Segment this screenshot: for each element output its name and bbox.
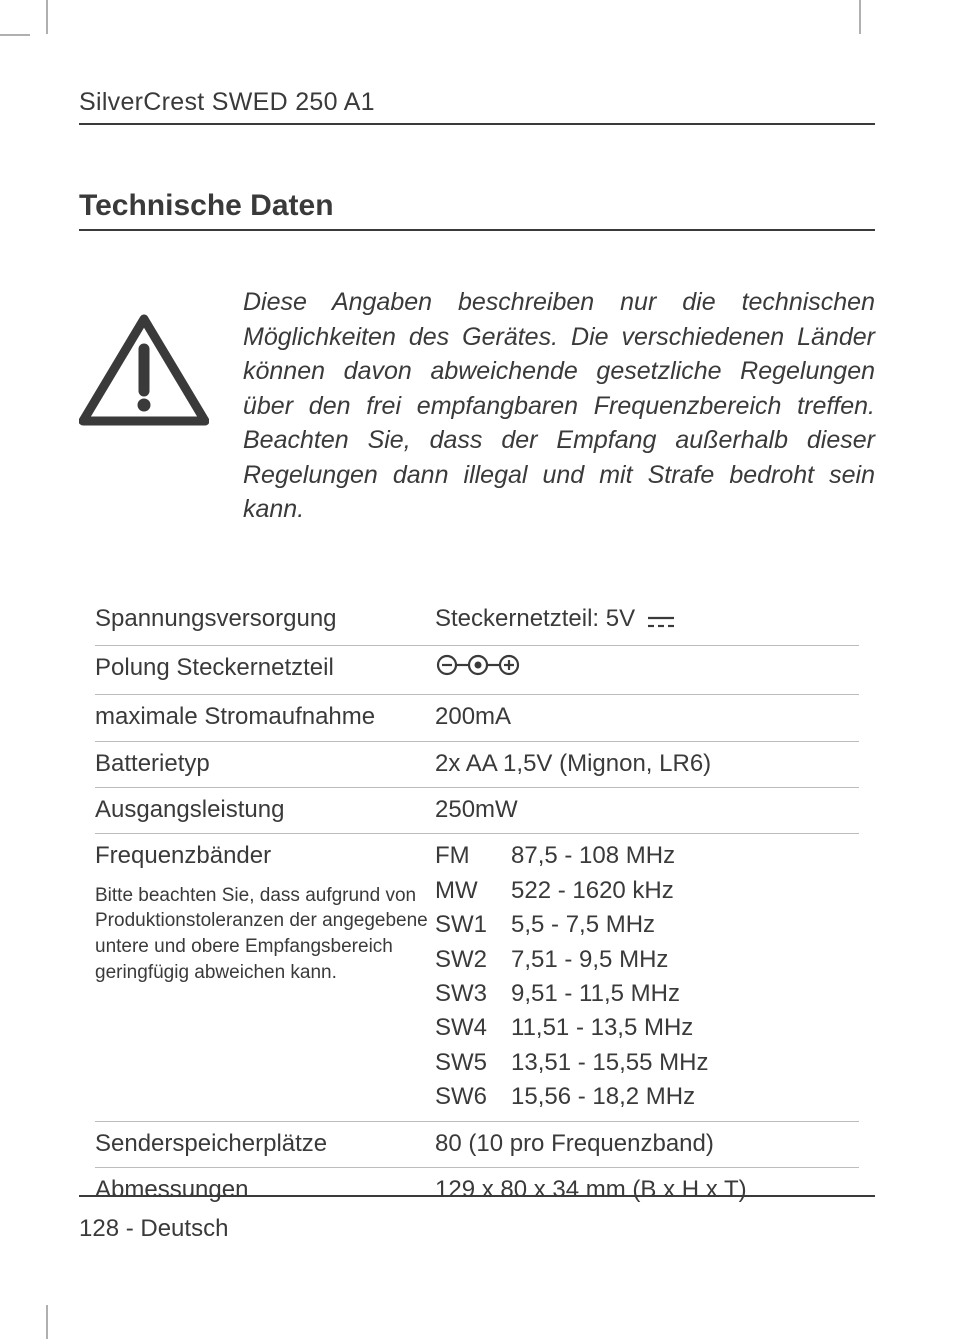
band-name: SW2 xyxy=(435,944,511,976)
band-name: SW4 xyxy=(435,1012,511,1044)
table-row: Spannungsversorgung Steckernetzteil: 5V xyxy=(95,597,859,646)
spec-label-text: Frequenzbänder xyxy=(95,842,271,869)
frequency-band-list: FM87,5 - 108 MHz MW522 - 1620 kHz SW15,5… xyxy=(435,840,859,1113)
band-name: FM xyxy=(435,840,511,872)
crop-mark xyxy=(859,0,861,34)
band-name: SW6 xyxy=(435,1081,511,1113)
page-body: SilverCrest SWED 250 A1 Technische Daten… xyxy=(79,88,875,1213)
table-row: Batterietyp 2x AA 1,5V (Mignon, LR6) xyxy=(95,742,859,788)
crop-mark xyxy=(0,34,30,36)
section-title: Technische Daten xyxy=(79,189,875,231)
band-range: 522 - 1620 kHz xyxy=(511,875,859,907)
page-footer: 128 - Deutsch xyxy=(79,1195,875,1243)
table-row: Polung Steckernetzteil xyxy=(95,646,859,695)
spec-label: Polung Steckernetzteil xyxy=(95,652,435,687)
spec-label: Spannungsversorgung xyxy=(95,603,435,638)
band-range: 15,56 - 18,2 MHz xyxy=(511,1081,859,1113)
band-name: SW1 xyxy=(435,909,511,941)
dc-symbol-icon xyxy=(646,606,676,638)
table-row: Senderspeicherplätze 80 (10 pro Frequenz… xyxy=(95,1122,859,1168)
table-row: maximale Stromaufnahme 200mA xyxy=(95,695,859,741)
spec-value: 80 (10 pro Frequenzband) xyxy=(435,1128,859,1160)
band-range: 11,51 - 13,5 MHz xyxy=(511,1012,859,1044)
band-name: MW xyxy=(435,875,511,907)
spec-label: Batterietyp xyxy=(95,748,435,780)
spec-value xyxy=(435,652,859,687)
notice-text: Diese Angaben beschreiben nur die techni… xyxy=(243,285,875,527)
band-name: SW3 xyxy=(435,978,511,1010)
spec-value: FM87,5 - 108 MHz MW522 - 1620 kHz SW15,5… xyxy=(435,840,859,1113)
crop-mark xyxy=(46,1305,48,1339)
spec-label: Frequenzbänder Bitte beachten Sie, dass … xyxy=(95,840,435,1113)
spec-label: Senderspeicherplätze xyxy=(95,1128,435,1160)
notice-block: Diese Angaben beschreiben nur die techni… xyxy=(79,285,875,527)
spec-label: Ausgangsleistung xyxy=(95,794,435,826)
table-row: Frequenzbänder Bitte beachten Sie, dass … xyxy=(95,834,859,1121)
polarity-symbol-icon xyxy=(435,652,521,687)
band-name: SW5 xyxy=(435,1047,511,1079)
band-range: 87,5 - 108 MHz xyxy=(511,840,859,872)
spec-value: 2x AA 1,5V (Mignon, LR6) xyxy=(435,748,859,780)
table-row: Ausgangsleistung 250mW xyxy=(95,788,859,834)
spec-value: Steckernetzteil: 5V xyxy=(435,603,859,638)
spec-label: maximale Stromaufnahme xyxy=(95,701,435,733)
spec-value: 200mA xyxy=(435,701,859,733)
spec-table: Spannungsversorgung Steckernetzteil: 5V … xyxy=(79,597,875,1214)
band-range: 13,51 - 15,55 MHz xyxy=(511,1047,859,1079)
warning-icon xyxy=(79,313,209,432)
running-head: SilverCrest SWED 250 A1 xyxy=(79,88,875,125)
band-range: 5,5 - 7,5 MHz xyxy=(511,909,859,941)
spec-value: 250mW xyxy=(435,794,859,826)
spec-value-text: Steckernetzteil: 5V xyxy=(435,605,635,632)
band-range: 9,51 - 11,5 MHz xyxy=(511,978,859,1010)
spec-sublabel: Bitte beachten Sie, dass aufgrund von Pr… xyxy=(95,883,435,986)
band-range: 7,51 - 9,5 MHz xyxy=(511,944,859,976)
